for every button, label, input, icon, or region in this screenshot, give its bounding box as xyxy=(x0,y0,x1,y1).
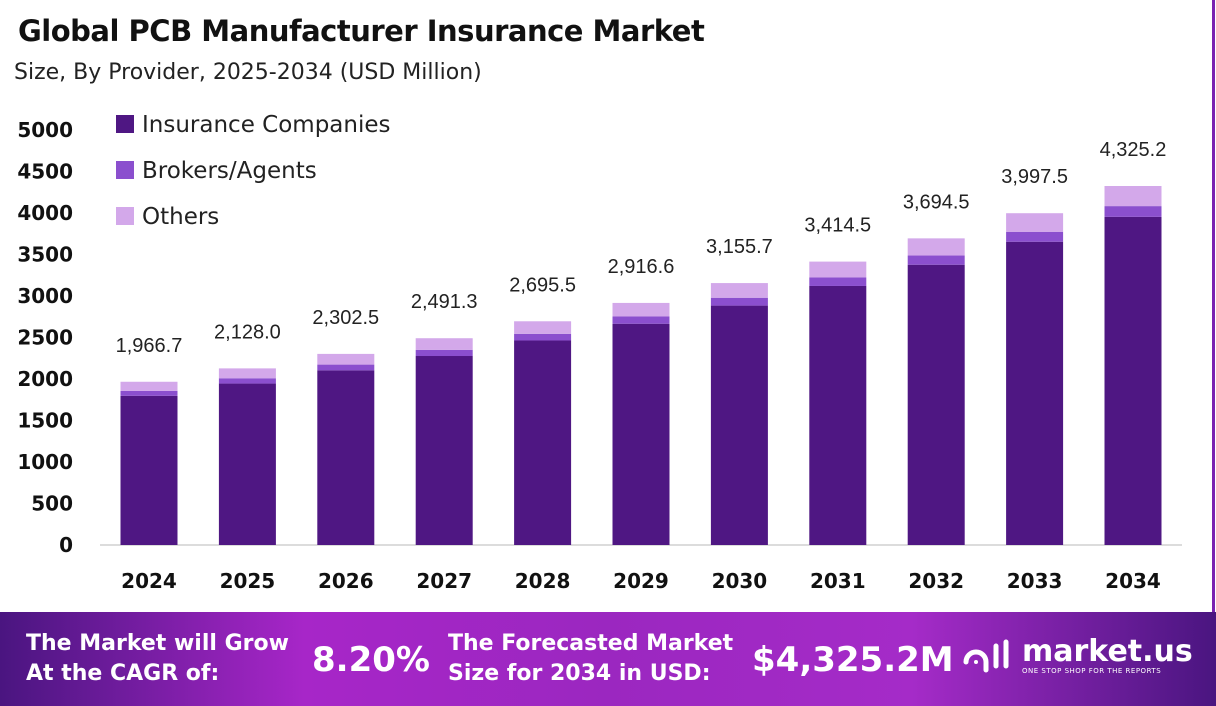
forecast-label: The Forecasted Market Size for 2034 in U… xyxy=(448,629,733,689)
x-tick-label: 2027 xyxy=(416,569,472,593)
y-tick-label: 1500 xyxy=(17,409,73,433)
chart-subtitle: Size, By Provider, 2025-2034 (USD Millio… xyxy=(14,60,482,85)
total-data-label: 3,694.5 xyxy=(903,191,970,213)
market-us-logo-icon xyxy=(963,639,1009,673)
y-tick-label: 5000 xyxy=(17,118,73,142)
total-data-label: 3,997.5 xyxy=(1001,166,1068,188)
bar-segment-brokers-agents xyxy=(415,349,473,357)
bar-segment-insurance-companies xyxy=(612,323,670,545)
total-data-label: 3,155.7 xyxy=(706,236,773,258)
bar-segment-others xyxy=(809,261,867,278)
footer-banner: The Market will Grow At the CAGR of: 8.2… xyxy=(0,612,1216,706)
bar-segment-others xyxy=(218,368,276,379)
y-tick-label: 4500 xyxy=(17,160,73,184)
total-data-label: 2,916.6 xyxy=(608,256,675,278)
y-tick-label: 2500 xyxy=(17,326,73,350)
x-tick-label: 2031 xyxy=(810,569,866,593)
bar-segment-brokers-agents xyxy=(514,333,572,341)
total-data-label: 2,302.5 xyxy=(312,307,379,329)
x-tick-label: 2033 xyxy=(1007,569,1063,593)
bar-segment-brokers-agents xyxy=(218,378,276,384)
cagr-value: 8.20% xyxy=(312,640,430,680)
bar-segment-others xyxy=(1104,186,1162,207)
total-data-label: 4,325.2 xyxy=(1100,139,1167,161)
bar-segment-others xyxy=(907,238,965,256)
x-tick-label: 2025 xyxy=(220,569,276,593)
total-data-label: 2,128.0 xyxy=(214,321,281,343)
y-tick-label: 0 xyxy=(59,533,73,557)
chart-title: Global PCB Manufacturer Insurance Market xyxy=(18,14,705,48)
x-tick-label: 2034 xyxy=(1105,569,1161,593)
bar-segment-others xyxy=(710,283,768,298)
bar-segment-others xyxy=(612,302,670,317)
bar-segment-others xyxy=(415,338,473,350)
cagr-label: The Market will Grow At the CAGR of: xyxy=(26,629,289,689)
bar-segment-others xyxy=(514,321,572,334)
x-tick-label: 2029 xyxy=(613,569,669,593)
cagr-label-line2: At the CAGR of: xyxy=(26,661,220,686)
bar-segment-insurance-companies xyxy=(120,395,178,545)
legend-swatch xyxy=(116,161,134,179)
legend-label: Others xyxy=(142,204,219,230)
y-tick-label: 3500 xyxy=(17,243,73,267)
x-tick-label: 2026 xyxy=(318,569,374,593)
total-data-label: 2,491.3 xyxy=(411,291,478,313)
forecast-value: $4,325.2M xyxy=(752,640,954,680)
brand-name: market.us xyxy=(1022,634,1193,669)
bar-segment-brokers-agents xyxy=(907,255,965,265)
legend-label: Brokers/Agents xyxy=(142,158,317,184)
total-data-label: 3,414.5 xyxy=(804,215,871,237)
brand-tagline: ONE STOP SHOP FOR THE REPORTS xyxy=(1022,667,1162,675)
cagr-label-line1: The Market will Grow xyxy=(26,631,289,656)
x-tick-label: 2030 xyxy=(712,569,768,593)
bar-segment-insurance-companies xyxy=(218,383,276,545)
bar-segment-insurance-companies xyxy=(907,264,965,545)
bar-segment-others xyxy=(120,381,178,391)
y-tick-label: 1000 xyxy=(17,450,73,474)
bar-segment-insurance-companies xyxy=(809,285,867,545)
bar-segment-others xyxy=(317,353,375,365)
legend-swatch xyxy=(116,115,134,133)
bar-segment-brokers-agents xyxy=(612,316,670,324)
bar-segment-insurance-companies xyxy=(710,305,768,545)
bar-segment-insurance-companies xyxy=(514,340,572,545)
stacked-bar-chart: 0 500 1000 1500 2000 2500 3000 3500 4000 4500 5000… xyxy=(17,112,1182,593)
x-tick-label: 2024 xyxy=(121,569,177,593)
y-tick-label: 4000 xyxy=(17,201,73,225)
bar-segment-brokers-agents xyxy=(710,297,768,306)
y-tick-label: 2000 xyxy=(17,367,73,391)
bar-segment-brokers-agents xyxy=(317,364,375,371)
total-data-label: 1,966.7 xyxy=(116,335,183,357)
bar-segment-others xyxy=(1006,213,1064,232)
brand-logo: market.us ONE STOP SHOP FOR THE REPORTS xyxy=(962,636,1193,676)
bar-segment-insurance-companies xyxy=(1006,241,1064,545)
y-tick-label: 3000 xyxy=(17,284,73,308)
total-data-label: 2,695.5 xyxy=(509,274,576,296)
bar-segment-brokers-agents xyxy=(1104,206,1162,217)
forecast-label-line1: The Forecasted Market xyxy=(448,631,734,656)
bar-segment-brokers-agents xyxy=(120,390,178,396)
bar-segment-insurance-companies xyxy=(415,356,473,545)
bar-segment-insurance-companies xyxy=(317,370,375,545)
y-tick-label: 500 xyxy=(31,492,73,516)
x-tick-label: 2028 xyxy=(515,569,571,593)
forecast-label-line2: Size for 2034 in USD: xyxy=(448,661,711,686)
legend-label: Insurance Companies xyxy=(142,112,391,138)
bar-segment-brokers-agents xyxy=(1006,231,1064,242)
legend-swatch xyxy=(116,207,134,225)
bar-segment-insurance-companies xyxy=(1104,216,1162,545)
bar-segment-brokers-agents xyxy=(809,277,867,286)
x-tick-label: 2032 xyxy=(908,569,964,593)
